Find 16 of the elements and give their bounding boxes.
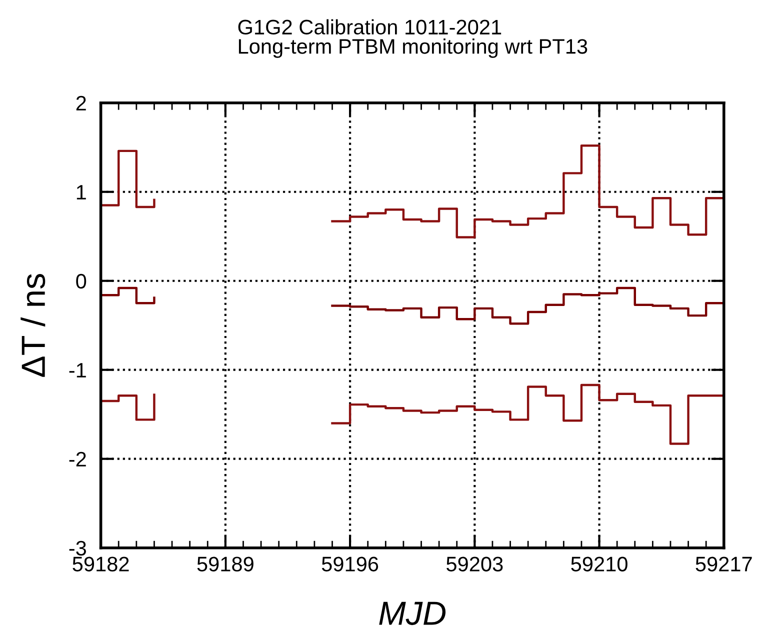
y-tick-label: 0 — [76, 274, 86, 289]
y-axis-title: ΔT / ns — [20, 274, 46, 377]
chart-title: G1G2 Calibration 1011-2021 — [238, 19, 502, 35]
y-tick-label: 1 — [76, 185, 86, 200]
y-tick-label: -2 — [69, 452, 86, 466]
y-tick-label: 2 — [76, 96, 86, 110]
y-tick-label: -3 — [69, 540, 86, 556]
x-tick-label: 59196 — [322, 556, 378, 572]
x-tick-label: 59210 — [571, 556, 628, 572]
x-axis-title: MJD — [379, 602, 446, 626]
chart-subtitle: Long-term PTBM monitoring wrt PT13 — [238, 38, 588, 58]
x-tick-label: 59182 — [72, 556, 129, 572]
x-tick-label: 59203 — [446, 556, 503, 572]
x-tick-label: 59189 — [197, 556, 254, 572]
x-tick-label: 59217 — [696, 556, 752, 572]
y-tick-label: -1 — [69, 363, 86, 378]
